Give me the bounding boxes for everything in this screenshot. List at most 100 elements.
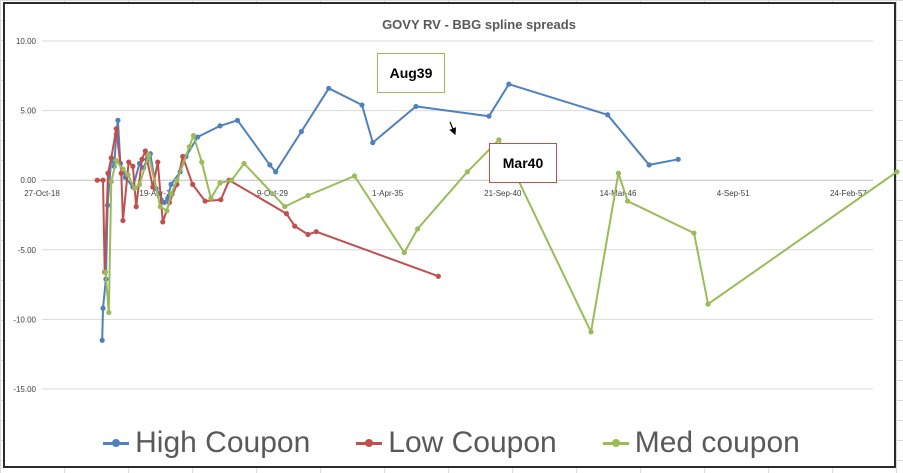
chart-title: GOVY RV - BBG spline spreads bbox=[382, 17, 576, 32]
data-point-med-coupon[interactable] bbox=[624, 198, 631, 204]
data-point-high-coupon[interactable] bbox=[326, 85, 332, 91]
x-tick-label: 24-Feb-57 bbox=[830, 189, 867, 198]
chart-frame[interactable] bbox=[3, 2, 896, 468]
data-point-med-coupon[interactable] bbox=[113, 158, 119, 164]
data-point-med-coupon[interactable] bbox=[136, 181, 143, 187]
data-point-med-coupon[interactable] bbox=[208, 195, 214, 201]
legend-label-high-coupon: High Coupon bbox=[135, 426, 311, 459]
data-point-med-coupon[interactable] bbox=[305, 192, 311, 199]
series-low-coupon bbox=[94, 126, 441, 279]
y-tick-label: 5.00 bbox=[20, 107, 36, 116]
data-point-med-coupon[interactable] bbox=[241, 160, 247, 167]
data-point-med-coupon[interactable] bbox=[615, 170, 622, 176]
data-point-high-coupon[interactable] bbox=[234, 117, 241, 123]
y-tick-label: 0.00 bbox=[20, 176, 36, 185]
data-point-high-coupon[interactable] bbox=[605, 112, 611, 118]
data-point-high-coupon[interactable] bbox=[195, 134, 201, 140]
data-point-high-coupon[interactable] bbox=[115, 117, 121, 123]
data-point-low-coupon[interactable] bbox=[292, 223, 298, 229]
data-point-low-coupon[interactable] bbox=[113, 126, 119, 132]
data-point-low-coupon[interactable] bbox=[180, 153, 186, 160]
legend-item-high-coupon[interactable]: High Coupon bbox=[103, 426, 310, 460]
series-layer bbox=[94, 81, 900, 343]
data-point-med-coupon[interactable] bbox=[174, 177, 180, 183]
data-point-med-coupon[interactable] bbox=[186, 144, 192, 150]
data-point-high-coupon[interactable] bbox=[413, 103, 419, 110]
data-point-med-coupon[interactable] bbox=[157, 204, 163, 210]
data-point-high-coupon[interactable] bbox=[298, 128, 304, 135]
data-point-med-coupon[interactable] bbox=[894, 169, 900, 175]
data-point-high-coupon[interactable] bbox=[161, 199, 168, 206]
data-point-low-coupon[interactable] bbox=[100, 177, 106, 183]
data-point-high-coupon[interactable] bbox=[486, 113, 492, 119]
data-point-low-coupon[interactable] bbox=[155, 159, 161, 165]
data-point-med-coupon[interactable] bbox=[199, 159, 205, 165]
data-point-med-coupon[interactable] bbox=[351, 173, 358, 179]
data-point-low-coupon[interactable] bbox=[130, 163, 136, 169]
data-point-med-coupon[interactable] bbox=[125, 172, 131, 178]
data-point-low-coupon[interactable] bbox=[202, 198, 208, 204]
data-point-low-coupon[interactable] bbox=[150, 184, 156, 190]
data-point-med-coupon[interactable] bbox=[120, 166, 126, 172]
y-tick-label: -15.00 bbox=[13, 385, 36, 394]
data-point-med-coupon[interactable] bbox=[464, 169, 470, 175]
data-point-high-coupon[interactable] bbox=[267, 162, 273, 168]
data-point-low-coupon[interactable] bbox=[218, 197, 224, 203]
data-point-low-coupon[interactable] bbox=[190, 181, 196, 187]
legend-item-med-coupon[interactable]: Med coupon bbox=[602, 426, 800, 460]
x-tick-label: 4-Sep-51 bbox=[717, 189, 750, 198]
annotation-arrow bbox=[449, 121, 457, 136]
data-point-med-coupon[interactable] bbox=[414, 226, 421, 232]
data-point-med-coupon[interactable] bbox=[102, 269, 109, 275]
data-point-med-coupon[interactable] bbox=[705, 301, 711, 307]
data-point-med-coupon[interactable] bbox=[217, 180, 223, 186]
data-point-high-coupon[interactable] bbox=[100, 305, 106, 311]
data-point-med-coupon[interactable] bbox=[229, 177, 235, 183]
data-point-low-coupon[interactable] bbox=[283, 211, 290, 217]
data-point-med-coupon[interactable] bbox=[401, 249, 407, 256]
y-tick-label: 10.00 bbox=[16, 37, 37, 46]
data-point-med-coupon[interactable] bbox=[496, 137, 502, 143]
data-point-low-coupon[interactable] bbox=[126, 159, 132, 165]
data-point-low-coupon[interactable] bbox=[313, 229, 319, 235]
data-point-low-coupon[interactable] bbox=[435, 273, 441, 279]
data-point-med-coupon[interactable] bbox=[588, 329, 594, 335]
legend-label-med-coupon: Med coupon bbox=[634, 426, 800, 459]
data-point-low-coupon[interactable] bbox=[105, 170, 111, 176]
data-point-med-coupon[interactable] bbox=[164, 208, 170, 214]
data-point-low-coupon[interactable] bbox=[94, 177, 100, 183]
x-tick-label: 1-Apr-35 bbox=[372, 189, 404, 198]
data-point-high-coupon[interactable] bbox=[168, 181, 174, 187]
data-point-low-coupon[interactable] bbox=[118, 170, 124, 176]
callout-mar40[interactable]: Mar40 bbox=[489, 143, 557, 183]
series-line-high-coupon bbox=[101, 83, 679, 341]
legend-item-low-coupon[interactable]: Low Coupon bbox=[356, 426, 557, 460]
callout-aug39[interactable]: Aug39 bbox=[377, 53, 445, 93]
data-point-high-coupon[interactable] bbox=[646, 162, 652, 168]
data-point-low-coupon[interactable] bbox=[133, 204, 139, 210]
data-point-high-coupon[interactable] bbox=[99, 337, 105, 343]
data-point-low-coupon[interactable] bbox=[160, 219, 166, 225]
data-point-low-coupon[interactable] bbox=[139, 156, 145, 162]
arrow-icon bbox=[449, 121, 457, 136]
data-point-low-coupon[interactable] bbox=[305, 231, 311, 238]
data-point-med-coupon[interactable] bbox=[106, 309, 112, 316]
data-point-low-coupon[interactable] bbox=[142, 148, 148, 154]
data-point-med-coupon[interactable] bbox=[282, 204, 288, 210]
data-point-med-coupon[interactable] bbox=[146, 152, 152, 158]
data-point-med-coupon[interactable] bbox=[168, 191, 174, 197]
data-point-low-coupon[interactable] bbox=[108, 155, 114, 161]
data-point-high-coupon[interactable] bbox=[370, 140, 376, 146]
data-point-high-coupon[interactable] bbox=[273, 169, 279, 175]
data-point-med-coupon[interactable] bbox=[131, 185, 138, 192]
series-line-low-coupon bbox=[97, 127, 439, 278]
data-point-high-coupon[interactable] bbox=[217, 123, 223, 129]
data-point-low-coupon[interactable] bbox=[120, 217, 126, 224]
data-point-high-coupon[interactable] bbox=[359, 102, 365, 108]
data-point-med-coupon[interactable] bbox=[190, 133, 197, 139]
data-point-high-coupon[interactable] bbox=[506, 81, 512, 87]
data-point-med-coupon[interactable] bbox=[691, 230, 697, 236]
data-point-med-coupon[interactable] bbox=[108, 178, 114, 185]
data-point-high-coupon[interactable] bbox=[675, 156, 681, 162]
